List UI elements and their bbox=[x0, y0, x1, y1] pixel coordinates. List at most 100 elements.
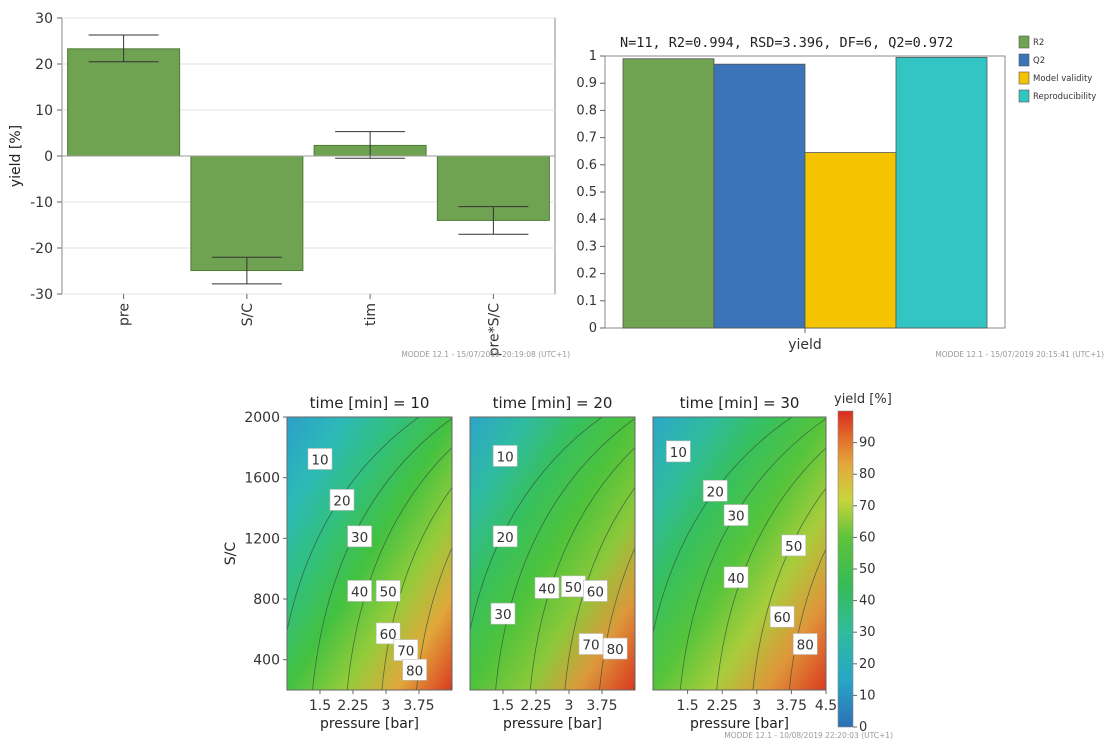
contour-label-box bbox=[723, 504, 749, 526]
legend-label: R2 bbox=[1033, 38, 1044, 48]
contour-line bbox=[470, 417, 603, 633]
contour-line bbox=[897, 407, 1061, 700]
x-tick-label: 1.5 bbox=[309, 698, 331, 714]
y-tick-label: 0.8 bbox=[576, 103, 597, 118]
colorbar-tick-label: 80 bbox=[859, 467, 876, 482]
contour-line bbox=[495, 417, 635, 690]
contour-label-box bbox=[723, 566, 749, 589]
contour-label: 20 bbox=[333, 493, 350, 509]
contour-label-box bbox=[307, 448, 333, 470]
contour-line bbox=[529, 446, 635, 690]
x-tick-label: 3 bbox=[752, 698, 761, 714]
contour-label: 80 bbox=[797, 638, 814, 654]
colorbar-tick-label: 70 bbox=[859, 499, 876, 514]
contour-line bbox=[716, 447, 826, 690]
contour-line bbox=[564, 486, 635, 690]
x-tick-label: 3.75 bbox=[776, 698, 807, 714]
y-tick-label: -20 bbox=[30, 241, 53, 257]
contour-label-box bbox=[375, 580, 401, 602]
contour-label: 60 bbox=[380, 627, 397, 643]
contour-label-box bbox=[602, 637, 628, 660]
contour-lines bbox=[287, 417, 452, 690]
chart-title: N=11, R2=0.994, RSD=3.396, DF=6, Q2=0.97… bbox=[620, 35, 953, 51]
contour-line bbox=[653, 417, 793, 635]
x-tick-label: 1.5 bbox=[492, 698, 514, 714]
contour-label-box bbox=[375, 622, 401, 645]
y-tick-label: 0.2 bbox=[576, 267, 597, 282]
y-tick-label: 0 bbox=[44, 149, 53, 165]
contour-line bbox=[381, 486, 452, 690]
colorbar-tick-label: 20 bbox=[859, 657, 876, 672]
contour-label: 30 bbox=[494, 607, 511, 623]
y-tick-label: 10 bbox=[35, 103, 53, 119]
y-tick-label: 0.7 bbox=[576, 131, 597, 146]
contour-label-box bbox=[781, 534, 807, 557]
panel-title: time [min] = 30 bbox=[680, 394, 800, 412]
contour-label-box bbox=[583, 580, 608, 602]
footer-timestamp: MODDE 12.1 - 15/07/2019 20:19:08 (UTC+1) bbox=[401, 350, 570, 359]
contour-label-box bbox=[666, 440, 691, 463]
contour-label: 10 bbox=[670, 445, 687, 461]
contour-label-box bbox=[402, 658, 427, 681]
x-tick-label: tim bbox=[363, 303, 379, 326]
contour-label-box bbox=[347, 580, 372, 602]
bar-S/C bbox=[190, 155, 304, 272]
contour-label: 70 bbox=[397, 644, 414, 660]
contour-label-box bbox=[534, 577, 560, 599]
y-tick-label: 1 bbox=[589, 49, 597, 64]
panel-title: time [min] = 20 bbox=[493, 394, 613, 412]
y-tick-label: -30 bbox=[30, 287, 53, 303]
x-tick-label: 3.75 bbox=[403, 698, 434, 714]
y-axis-label: yield [%] bbox=[8, 125, 24, 187]
x-tick-label: 3 bbox=[565, 698, 574, 714]
contour-line bbox=[287, 417, 420, 633]
x-tick-label: 3 bbox=[382, 698, 391, 714]
colorbar-tick-label: 60 bbox=[859, 530, 876, 545]
footer-timestamp: MODDE 12.1 - 10/08/2019 22:20:03 (UTC+1) bbox=[724, 731, 893, 740]
x-tick-label: S/C bbox=[240, 303, 256, 327]
contour-label: 10 bbox=[497, 449, 514, 465]
colorbar-tick-label: 40 bbox=[859, 594, 876, 609]
bar-r2 bbox=[622, 58, 715, 329]
y-tick-label: -10 bbox=[30, 195, 53, 211]
y-tick-label: 1600 bbox=[244, 471, 280, 487]
legend-swatch bbox=[1018, 89, 1030, 103]
contour-label-box bbox=[792, 633, 818, 655]
contour-line bbox=[934, 407, 1098, 700]
contour-label-box bbox=[702, 480, 728, 502]
colorbar-tick-label: 10 bbox=[859, 688, 876, 703]
y-tick-label: 0.1 bbox=[576, 294, 597, 309]
colorbar-tick-label: 0 bbox=[859, 720, 867, 735]
x-tick-label: 4.5 bbox=[815, 698, 837, 714]
y-tick-label: 30 bbox=[35, 11, 53, 27]
contour-label: 50 bbox=[565, 580, 582, 596]
contour-label-box bbox=[492, 525, 518, 548]
x-axis-label: pressure [bar] bbox=[690, 716, 789, 732]
panel-title: time [min] = 10 bbox=[310, 394, 430, 412]
legend-swatch bbox=[1018, 35, 1030, 49]
legend-label: Q2 bbox=[1033, 56, 1045, 66]
bar-pre bbox=[67, 48, 181, 157]
contour-label: 60 bbox=[587, 584, 604, 600]
contour-label-box bbox=[490, 602, 516, 625]
contour-line bbox=[752, 487, 826, 690]
x-tick-label: pre bbox=[117, 303, 133, 326]
footer-timestamp: MODDE 12.1 - 15/07/2019 20:15:41 (UTC+1) bbox=[935, 350, 1104, 359]
y-tick-label: 0 bbox=[589, 321, 597, 336]
summary-of-fit-chart: N=11, R2=0.994, RSD=3.396, DF=6, Q2=0.97… bbox=[576, 35, 1104, 359]
x-tick-label: 2.25 bbox=[337, 698, 368, 714]
colorbar-tick-label: 90 bbox=[859, 436, 876, 451]
y-tick-label: 1200 bbox=[244, 531, 280, 547]
contour-line bbox=[970, 407, 1105, 700]
colorbar-title: yield [%] bbox=[834, 392, 892, 407]
x-tick-label: 2.25 bbox=[520, 698, 551, 714]
x-axis-label: pressure [bar] bbox=[503, 716, 602, 732]
y-tick-label: 20 bbox=[35, 57, 53, 73]
contour-label: 70 bbox=[582, 638, 599, 654]
y-tick-label: 0.3 bbox=[576, 239, 597, 254]
y-tick-label: 0.6 bbox=[576, 158, 597, 173]
x-tick-label: yield bbox=[788, 337, 822, 353]
colorbar-tick-label: 50 bbox=[859, 562, 876, 577]
legend-swatch bbox=[1018, 53, 1030, 67]
